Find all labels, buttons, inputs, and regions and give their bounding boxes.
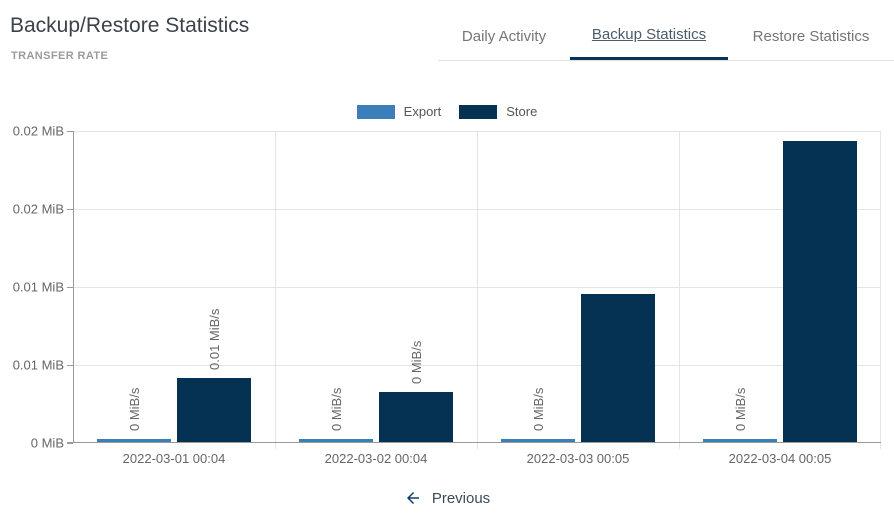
store-bar[interactable] [177,378,251,442]
y-axis-label: 0.02 MiB [12,123,64,139]
y-axis-label: 0.01 MiB [12,357,64,373]
bar-value-label: 0.01 MiB/s [207,308,222,370]
bar-value-label: 0 MiB/s [127,387,142,431]
export-bar[interactable] [501,439,575,442]
legend-item-export[interactable]: Export [356,104,442,119]
column-separator [477,131,478,449]
previous-label: Previous [431,489,491,507]
column-separator [275,131,276,449]
store-bar[interactable] [581,294,655,442]
previous-link[interactable]: Previous [0,489,894,507]
y-axis-label: 0.01 MiB [12,279,64,295]
legend-item-store[interactable]: Store [459,104,537,119]
y-axis-tick [67,287,73,288]
legend-label-export: Export [403,104,442,119]
legend-label-store: Store [506,104,538,119]
export-swatch-icon [356,104,395,119]
page-title: Backup/Restore Statistics [10,14,250,37]
bar-value-label: 0 MiB/s [409,340,424,384]
tab-backup-statistics[interactable]: Backup Statistics [570,0,728,60]
tab-bar: Daily Activity Backup Statistics Restore… [438,0,894,61]
bar-value-label: 0 MiB/s [329,387,344,431]
chart-legend: Export Store [0,104,894,119]
x-axis-line [67,442,881,443]
column-separator [880,131,881,449]
chart-title: TRANSFER RATE [11,50,109,62]
arrow-left-icon [406,492,419,504]
y-axis-tick [67,443,73,444]
store-bar[interactable] [783,141,857,442]
plot-area: 0.02 MiB 0.02 MiB 0.01 MiB 0.01 MiB 0 MiB 0 M… [13,124,881,466]
export-bar[interactable] [299,439,373,442]
export-bar[interactable] [97,439,171,442]
bar-value-label: 0 MiB/s [733,387,748,431]
store-bar[interactable] [379,392,453,442]
x-axis-label: 2022-03-03 00:05 [526,451,630,466]
tab-restore-statistics[interactable]: Restore Statistics [752,27,870,45]
y-axis-label: 0.02 MiB [12,201,64,217]
y-axis-line [73,131,74,443]
y-axis-label: 0 MiB [30,435,64,451]
y-axis-tick [67,365,73,366]
column-separator [679,131,680,449]
export-bar[interactable] [703,439,777,442]
tab-daily-activity[interactable]: Daily Activity [461,27,547,45]
y-axis-tick [67,131,73,132]
x-axis-label: 2022-03-04 00:05 [728,451,832,466]
x-axis-label: 2022-03-02 00:04 [324,451,428,466]
store-swatch-icon [459,104,498,119]
y-axis-tick [67,209,73,210]
x-axis-label: 2022-03-01 00:04 [122,451,226,466]
bar-value-label: 0 MiB/s [531,387,546,431]
